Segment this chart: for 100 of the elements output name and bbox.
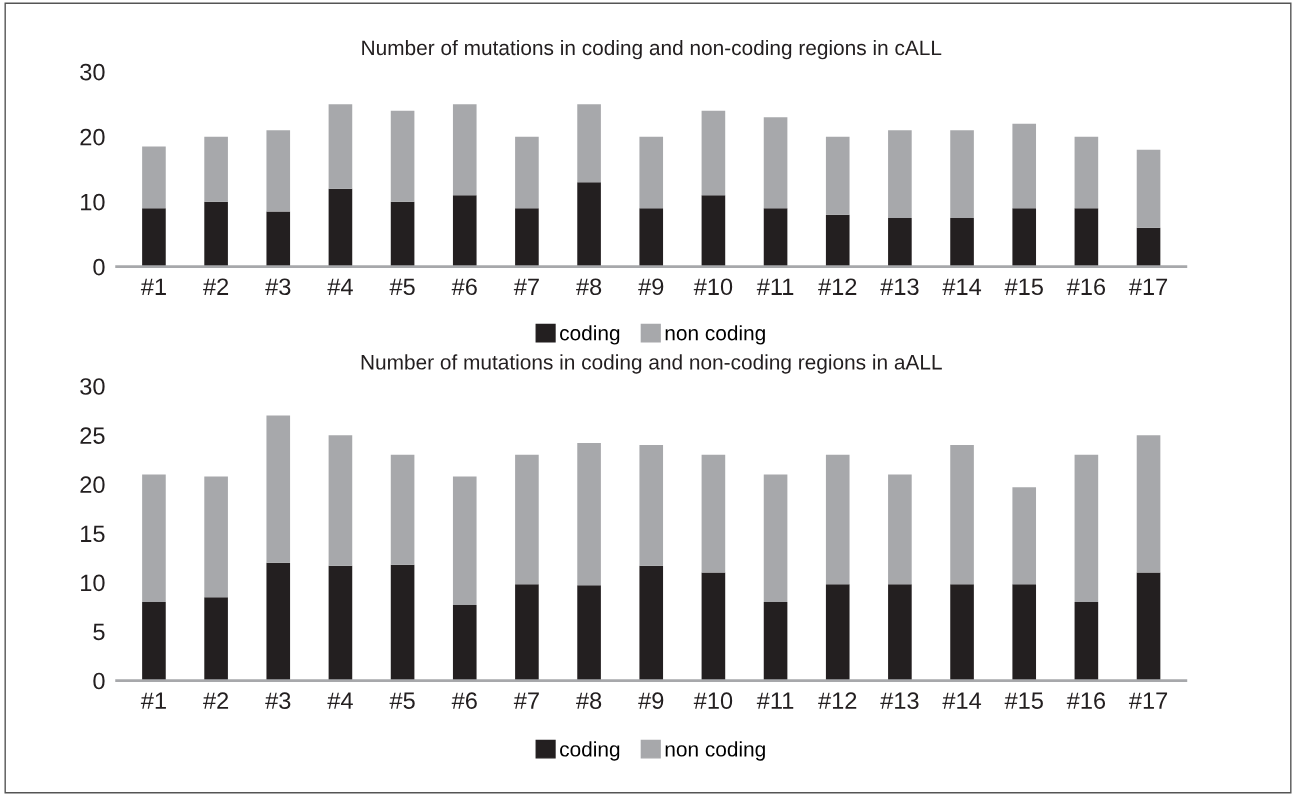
- bar: [266, 130, 291, 212]
- y-tick-label: 15: [81, 525, 105, 543]
- y-tick-label: 0: [93, 258, 105, 276]
- bar: [515, 208, 539, 267]
- bar: [1074, 208, 1099, 267]
- bar: [452, 195, 477, 267]
- bar: [639, 136, 664, 209]
- bar: [763, 474, 788, 603]
- x-tick-label: #3: [265, 692, 291, 710]
- bar: [701, 454, 726, 573]
- bar: [1136, 435, 1161, 573]
- y-tick-label: 30: [80, 63, 105, 81]
- x-tick-label: #5: [389, 692, 415, 710]
- bar: [1136, 572, 1161, 681]
- x-tick-label: #16: [1066, 278, 1106, 296]
- y-tick-label: 10: [81, 193, 105, 211]
- bar: [515, 454, 539, 585]
- bar: [204, 597, 228, 681]
- bar: [950, 130, 974, 218]
- bar: [825, 454, 850, 585]
- x-tick-label: #15: [1004, 278, 1043, 296]
- y-tick-label: 5: [93, 623, 105, 641]
- x-tick-label: #6: [451, 278, 477, 296]
- y-tick-label: 25: [80, 427, 105, 444]
- bar: [1012, 208, 1037, 267]
- x-tick-label: #13: [880, 278, 919, 296]
- bar: [763, 117, 788, 209]
- bar: [1074, 136, 1099, 209]
- bar: [452, 604, 477, 681]
- bar: [950, 444, 974, 585]
- x-tick-label: #3: [265, 278, 291, 296]
- bar: [1136, 227, 1161, 267]
- x-tick-label: #8: [576, 278, 602, 296]
- bar: [328, 188, 353, 267]
- x-tick-label: #16: [1066, 692, 1106, 710]
- x-tick-label: #10: [693, 692, 733, 710]
- bar: [266, 562, 291, 681]
- x-tick-label: #13: [880, 692, 919, 710]
- x-tick-label: #14: [942, 692, 982, 709]
- x-tick-label: #1: [140, 692, 166, 709]
- bar: [1136, 149, 1161, 228]
- bar: [1012, 584, 1037, 681]
- bar: [1012, 123, 1037, 209]
- bar: [577, 443, 601, 586]
- bar: [825, 214, 850, 267]
- x-tick-label: #11: [756, 692, 794, 709]
- bar: [577, 585, 601, 681]
- bar: [142, 208, 166, 267]
- bar: [950, 217, 974, 267]
- bar: [888, 130, 912, 218]
- x-tick-label: #14: [942, 278, 982, 295]
- bar: [266, 415, 291, 563]
- bar: [701, 110, 726, 196]
- x-tick-label: #11: [756, 278, 794, 295]
- bar: [825, 584, 850, 681]
- legend-label: coding: [560, 741, 620, 761]
- x-tick-label: #10: [693, 278, 733, 296]
- bar: [452, 476, 477, 605]
- bar: [328, 104, 353, 189]
- bar: [639, 208, 664, 267]
- bar: [701, 572, 726, 681]
- bar: [825, 136, 850, 215]
- y-tick-label: 0: [93, 672, 105, 690]
- x-tick-label: #17: [1128, 692, 1168, 709]
- bar: [763, 602, 788, 681]
- bar: [888, 584, 912, 681]
- legend-label: non coding: [665, 741, 765, 761]
- x-tick-label: #17: [1128, 278, 1168, 295]
- bar: [1074, 454, 1099, 603]
- chart-title: Number of mutations in coding and non-coding regions in cALL: [362, 39, 942, 60]
- bar: [390, 454, 415, 565]
- x-tick-label: #4: [327, 278, 353, 295]
- bar: [515, 584, 539, 681]
- bar: [888, 217, 912, 267]
- legend-label: non coding: [665, 325, 765, 345]
- chart-title: Number of mutations in coding and non-coding regions in aALL: [361, 354, 942, 374]
- x-tick-label: #5: [389, 278, 415, 296]
- bar: [204, 201, 228, 267]
- y-tick-label: 30: [80, 378, 105, 395]
- bar: [639, 565, 664, 681]
- bar: [639, 444, 664, 566]
- bar: [1012, 487, 1037, 585]
- bar: [577, 104, 601, 183]
- bar: [328, 565, 353, 681]
- bar: [390, 564, 415, 681]
- bar: [515, 136, 539, 209]
- legend-label: coding: [560, 325, 620, 345]
- x-tick-label: #12: [818, 692, 857, 709]
- x-tick-label: #15: [1004, 692, 1043, 710]
- bar: [577, 182, 601, 267]
- x-tick-label: #9: [638, 692, 664, 710]
- x-tick-label: #7: [513, 278, 539, 295]
- bar: [390, 201, 415, 267]
- bar: [142, 602, 166, 681]
- bar: [888, 474, 912, 585]
- x-tick-label: #7: [513, 692, 539, 709]
- y-tick-label: 20: [80, 476, 105, 494]
- bar: [142, 146, 166, 209]
- x-tick-label: #6: [451, 692, 477, 710]
- x-tick-label: #9: [638, 278, 664, 296]
